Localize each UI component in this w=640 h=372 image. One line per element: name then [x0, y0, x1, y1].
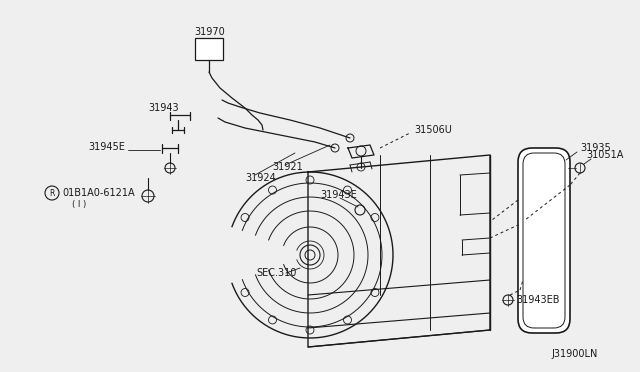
Text: 31943E: 31943E [320, 190, 356, 200]
Text: R: R [49, 189, 54, 198]
Text: 01B1A0-6121A: 01B1A0-6121A [62, 188, 134, 198]
Text: SEC.310: SEC.310 [256, 268, 296, 278]
Text: 31945E: 31945E [88, 142, 125, 152]
Text: 31051A: 31051A [586, 150, 623, 160]
Text: 31935: 31935 [580, 143, 611, 153]
Text: 31970: 31970 [195, 27, 225, 37]
Text: 31921: 31921 [272, 162, 303, 172]
Text: 31943EB: 31943EB [516, 295, 559, 305]
Text: 31943: 31943 [148, 103, 179, 113]
Text: ( I ): ( I ) [72, 201, 86, 209]
FancyBboxPatch shape [523, 153, 565, 328]
Text: 31506U: 31506U [414, 125, 452, 135]
Text: J31900LN: J31900LN [552, 349, 598, 359]
Text: 31924: 31924 [245, 173, 276, 183]
Bar [195, 38, 223, 60]
FancyBboxPatch shape [518, 148, 570, 333]
